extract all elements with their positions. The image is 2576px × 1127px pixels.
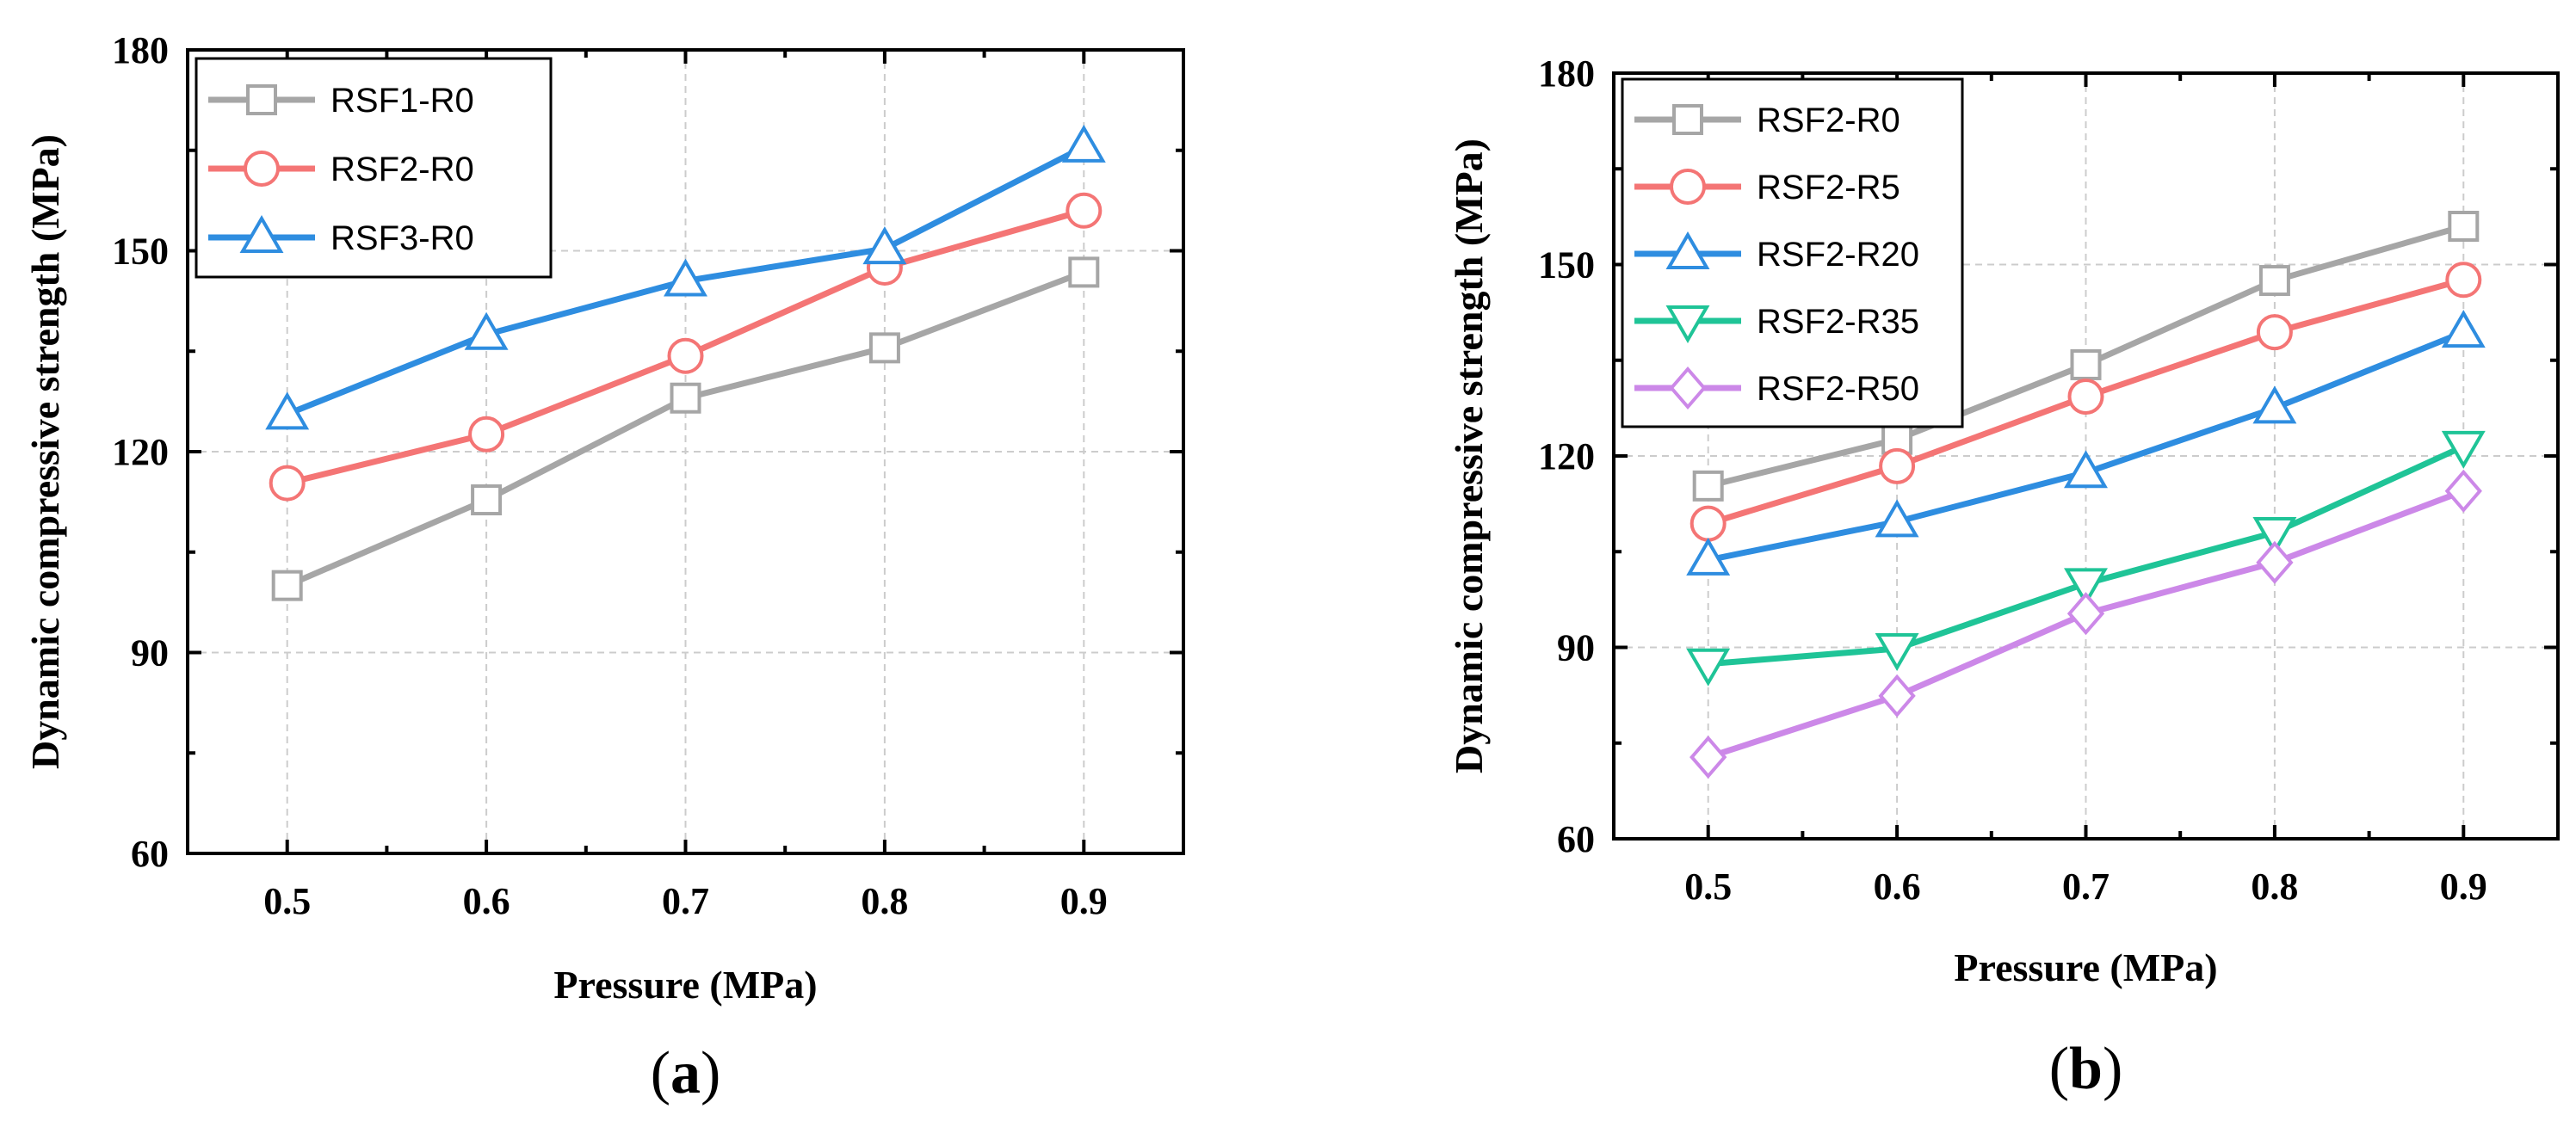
x-tick-label: 0.8 xyxy=(2251,865,2298,908)
y-tick-label: 180 xyxy=(112,29,169,71)
data-point-rsf2-r0 xyxy=(1692,470,1724,502)
y-tick-label: 60 xyxy=(131,833,169,875)
y-tick-label: 60 xyxy=(1557,818,1595,860)
x-tick-label: 0.5 xyxy=(263,880,311,922)
panel-label-close: ) xyxy=(701,1040,720,1106)
panel-label: (b) xyxy=(2049,1036,2123,1102)
panel-label: (a) xyxy=(651,1040,721,1106)
legend-label: RSF3-R0 xyxy=(330,219,474,257)
legend-label: RSF2-R20 xyxy=(1757,236,1919,274)
panel-label-close: ) xyxy=(2103,1036,2122,1102)
data-point-rsf3-r0 xyxy=(464,311,509,350)
data-point-rsf2-r0 xyxy=(667,337,704,374)
data-point-rsf2-r0 xyxy=(2070,348,2102,380)
data-point-rsf2-r0 xyxy=(2448,211,2480,242)
data-point-rsf2-r5 xyxy=(1879,447,1916,484)
data-point-rsf2-r20 xyxy=(2441,310,2486,348)
panel-label-letter: b xyxy=(2069,1036,2103,1102)
legend-box xyxy=(1621,77,1964,428)
data-point-rsf2-r0 xyxy=(468,416,505,453)
legend-marker xyxy=(1669,366,1707,410)
data-point-rsf2-r5 xyxy=(2445,262,2482,299)
data-point-rsf2-r0 xyxy=(2258,265,2290,297)
data-point-rsf2-r20 xyxy=(1686,537,1731,576)
y-tick-label: 150 xyxy=(112,231,169,273)
x-axis-title: Pressure (MPa) xyxy=(1954,945,2217,989)
data-point-rsf1-r0 xyxy=(471,484,503,516)
data-point-rsf2-r5 xyxy=(2067,379,2104,416)
data-point-rsf1-r0 xyxy=(868,332,900,364)
data-point-rsf2-r0 xyxy=(1066,192,1103,229)
data-point-rsf2-r20 xyxy=(2252,385,2297,424)
x-axis-title: Pressure (MPa) xyxy=(553,963,817,1007)
y-tick-label: 120 xyxy=(1538,435,1595,477)
legend-label: RSF2-R35 xyxy=(1757,303,1919,341)
data-point-rsf2-r20 xyxy=(2064,450,2108,489)
legend-label: RSF2-R0 xyxy=(1757,102,1900,139)
data-point-rsf1-r0 xyxy=(271,570,303,601)
data-point-rsf2-r5 xyxy=(1690,505,1727,542)
y-tick-label: 120 xyxy=(112,431,169,473)
data-point-rsf2-r50 xyxy=(1878,674,1916,717)
legend-marker xyxy=(1670,169,1706,205)
y-tick-label: 180 xyxy=(1538,52,1595,95)
y-axis-title: Dynamic compressive strength (MPa) xyxy=(23,134,67,769)
legend-label: RSF2-R0 xyxy=(330,151,474,188)
data-point-rsf3-r0 xyxy=(862,226,907,265)
x-tick-label: 0.6 xyxy=(463,880,510,922)
data-point-rsf2-r35 xyxy=(2064,568,2108,607)
panel-label-open: ( xyxy=(2049,1036,2069,1102)
legend-marker xyxy=(239,215,284,253)
data-point-rsf2-r20 xyxy=(1875,499,1919,538)
data-point-rsf1-r0 xyxy=(670,382,701,414)
y-tick-label: 90 xyxy=(1557,627,1595,669)
x-tick-label: 0.9 xyxy=(2440,865,2487,908)
y-tick-label: 150 xyxy=(1538,244,1595,286)
legend-label: RSF2-R5 xyxy=(1757,169,1900,206)
x-tick-label: 0.7 xyxy=(662,880,709,922)
chart-panel-a: 60 90 120 150 180 0.5 0.6 0.7 0.8 0.9 Pressure (MP… xyxy=(23,29,1185,1106)
legend-label: RSF2-R50 xyxy=(1757,370,1919,408)
legend-marker xyxy=(1672,104,1703,135)
x-tick-label: 0.6 xyxy=(1874,865,1921,908)
panel-label-letter: a xyxy=(670,1040,701,1106)
legend-marker xyxy=(1665,231,1710,269)
y-tick-label: 90 xyxy=(131,632,169,674)
y-axis-title: Dynamic compressive strength (MPa) xyxy=(1447,139,1491,773)
data-point-rsf2-r0 xyxy=(269,465,306,502)
x-tick-label: 0.5 xyxy=(1684,865,1732,908)
data-point-rsf3-r0 xyxy=(1061,124,1106,163)
legend-marker xyxy=(1665,305,1710,343)
legend-label: RSF1-R0 xyxy=(330,82,474,120)
panel-label-open: ( xyxy=(651,1040,670,1106)
data-point-rsf3-r0 xyxy=(265,391,310,430)
data-point-rsf2-r50 xyxy=(2066,592,2105,636)
data-point-rsf2-r35 xyxy=(1875,632,1919,671)
data-point-rsf2-r50 xyxy=(2256,540,2294,584)
data-point-rsf2-r35 xyxy=(1686,648,1731,687)
x-tick-label: 0.8 xyxy=(861,880,908,922)
data-point-rsf1-r0 xyxy=(1068,256,1100,288)
data-point-rsf2-r5 xyxy=(2256,314,2293,351)
x-tick-label: 0.9 xyxy=(1060,880,1108,922)
data-point-rsf2-r35 xyxy=(2441,430,2486,469)
x-tick-label: 0.7 xyxy=(2062,865,2110,908)
data-point-rsf3-r0 xyxy=(664,258,707,297)
chart-panel-b: 60 90 120 150 180 0.5 0.6 0.7 0.8 0.9 Pressure (MP… xyxy=(1447,52,2560,1102)
data-point-rsf2-r35 xyxy=(2252,517,2297,555)
legend-marker xyxy=(246,84,277,115)
data-point-rsf2-r50 xyxy=(1690,736,1727,779)
legend-marker xyxy=(244,151,280,187)
data-point-rsf2-r50 xyxy=(2444,469,2482,513)
